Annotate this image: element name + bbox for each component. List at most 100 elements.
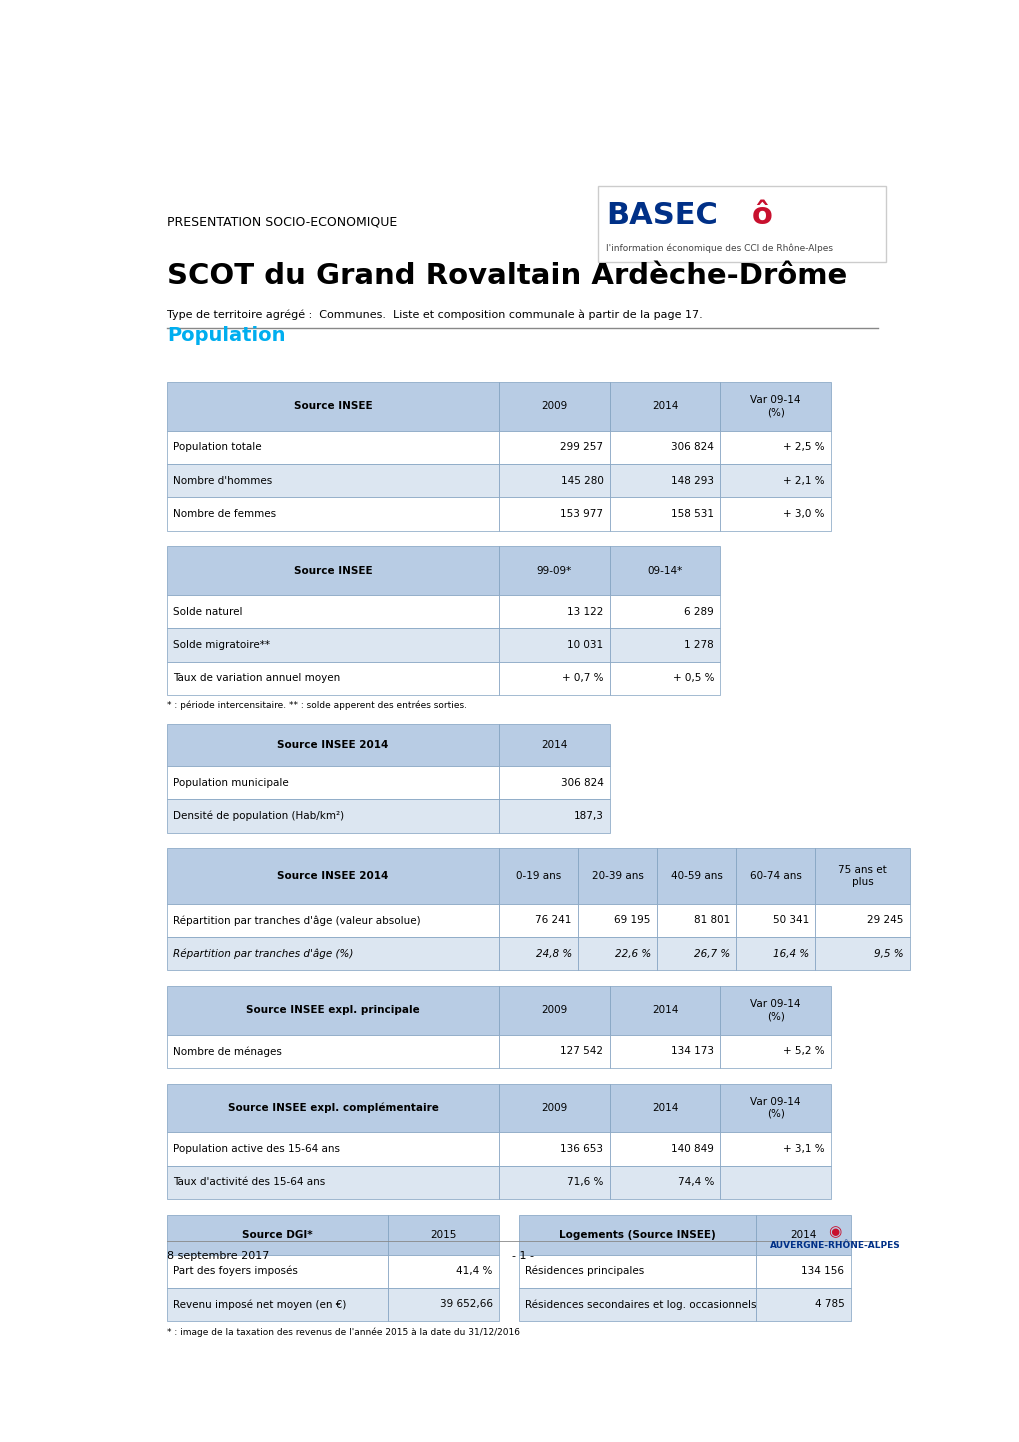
- Text: + 2,5 %: + 2,5 %: [783, 443, 824, 453]
- Bar: [498, 547, 609, 596]
- Text: 136 653: 136 653: [559, 1144, 603, 1154]
- Bar: [519, 1255, 755, 1288]
- Text: PRESENTATION SOCIO-ECONOMIQUE: PRESENTATION SOCIO-ECONOMIQUE: [167, 215, 396, 228]
- Bar: [498, 382, 609, 431]
- Bar: [498, 629, 609, 662]
- Bar: [609, 1132, 719, 1165]
- Bar: [755, 1214, 850, 1255]
- Bar: [167, 766, 498, 799]
- Text: Résidences secondaires et log. occasionnels: Résidences secondaires et log. occasionn…: [525, 1299, 756, 1309]
- Text: 74,4 %: 74,4 %: [677, 1177, 713, 1187]
- Text: Source INSEE expl. principale: Source INSEE expl. principale: [246, 1005, 420, 1015]
- Text: Population: Population: [167, 326, 285, 345]
- Bar: [167, 382, 498, 431]
- Text: 153 977: 153 977: [559, 509, 603, 519]
- Bar: [656, 904, 736, 937]
- Text: + 2,1 %: + 2,1 %: [783, 476, 824, 486]
- Bar: [167, 547, 498, 596]
- Text: 1 278: 1 278: [684, 640, 713, 650]
- Text: 50 341: 50 341: [772, 916, 808, 926]
- Text: 2015: 2015: [430, 1230, 457, 1240]
- Bar: [498, 937, 578, 970]
- Bar: [167, 724, 498, 766]
- Text: Var 09-14
(%): Var 09-14 (%): [750, 999, 800, 1021]
- Text: 24,8 %: 24,8 %: [535, 949, 572, 959]
- Bar: [609, 547, 719, 596]
- Text: 158 531: 158 531: [671, 509, 713, 519]
- Bar: [498, 1132, 609, 1165]
- Bar: [498, 986, 609, 1035]
- Bar: [609, 1083, 719, 1132]
- Text: Population totale: Population totale: [173, 443, 262, 453]
- Text: 16,4 %: 16,4 %: [772, 949, 808, 959]
- Bar: [167, 799, 498, 832]
- Text: Taux de variation annuel moyen: Taux de variation annuel moyen: [173, 673, 340, 684]
- Text: 2014: 2014: [651, 1103, 678, 1113]
- Text: 0-19 ans: 0-19 ans: [516, 871, 560, 881]
- Text: 145 280: 145 280: [560, 476, 603, 486]
- Text: SCOT du Grand Rovaltain Ardèche-Drôme: SCOT du Grand Rovaltain Ardèche-Drôme: [167, 261, 847, 290]
- Bar: [609, 986, 719, 1035]
- Bar: [498, 1083, 609, 1132]
- Bar: [719, 497, 830, 531]
- Bar: [609, 464, 719, 497]
- Text: 187,3: 187,3: [573, 810, 603, 820]
- Bar: [167, 1083, 498, 1132]
- Text: Solde migratoire**: Solde migratoire**: [173, 640, 270, 650]
- Bar: [609, 1165, 719, 1198]
- Text: Part des foyers imposés: Part des foyers imposés: [173, 1266, 298, 1276]
- Bar: [656, 937, 736, 970]
- Bar: [578, 904, 656, 937]
- Text: Source INSEE 2014: Source INSEE 2014: [277, 740, 388, 750]
- Bar: [814, 937, 909, 970]
- Bar: [609, 382, 719, 431]
- Bar: [167, 937, 498, 970]
- Text: 9,5 %: 9,5 %: [873, 949, 903, 959]
- Bar: [755, 1255, 850, 1288]
- Bar: [388, 1214, 498, 1255]
- Text: BASEC: BASEC: [605, 200, 717, 229]
- Bar: [498, 904, 578, 937]
- Bar: [167, 1132, 498, 1165]
- Text: Source INSEE: Source INSEE: [293, 565, 372, 575]
- Text: + 3,0 %: + 3,0 %: [783, 509, 824, 519]
- Bar: [167, 662, 498, 695]
- Bar: [388, 1255, 498, 1288]
- Bar: [167, 1288, 388, 1321]
- Text: + 0,7 %: + 0,7 %: [561, 673, 603, 684]
- Bar: [719, 1165, 830, 1198]
- Text: 8 septembre 2017: 8 septembre 2017: [167, 1250, 269, 1260]
- Text: 2009: 2009: [541, 1005, 567, 1015]
- Bar: [719, 464, 830, 497]
- Text: * : image de la taxation des revenus de l'année 2015 à la date du 31/12/2016: * : image de la taxation des revenus de …: [167, 1328, 520, 1337]
- Bar: [498, 497, 609, 531]
- Text: AUVERGNE-RHÔNE-ALPES: AUVERGNE-RHÔNE-ALPES: [769, 1242, 900, 1250]
- Bar: [167, 596, 498, 629]
- Bar: [167, 848, 498, 904]
- Bar: [609, 596, 719, 629]
- Text: Population municipale: Population municipale: [173, 777, 288, 787]
- Bar: [578, 937, 656, 970]
- Text: 22,6 %: 22,6 %: [614, 949, 650, 959]
- Text: Var 09-14
(%): Var 09-14 (%): [750, 1097, 800, 1119]
- Bar: [656, 848, 736, 904]
- Bar: [167, 1255, 388, 1288]
- Text: 75 ans et
plus: 75 ans et plus: [838, 865, 887, 887]
- Text: 140 849: 140 849: [671, 1144, 713, 1154]
- Text: 2014: 2014: [651, 1005, 678, 1015]
- Text: ô: ô: [751, 200, 772, 229]
- Bar: [167, 904, 498, 937]
- Text: + 3,1 %: + 3,1 %: [783, 1144, 824, 1154]
- Text: 2014: 2014: [541, 740, 567, 750]
- Bar: [498, 766, 609, 799]
- Bar: [498, 464, 609, 497]
- Text: Var 09-14
(%): Var 09-14 (%): [750, 395, 800, 417]
- Text: 99-09*: 99-09*: [536, 565, 572, 575]
- Bar: [498, 848, 578, 904]
- Text: 29 245: 29 245: [866, 916, 903, 926]
- Bar: [578, 848, 656, 904]
- Text: 41,4 %: 41,4 %: [455, 1266, 492, 1276]
- Bar: [498, 1165, 609, 1198]
- Text: 306 824: 306 824: [560, 777, 603, 787]
- Text: Source INSEE 2014: Source INSEE 2014: [277, 871, 388, 881]
